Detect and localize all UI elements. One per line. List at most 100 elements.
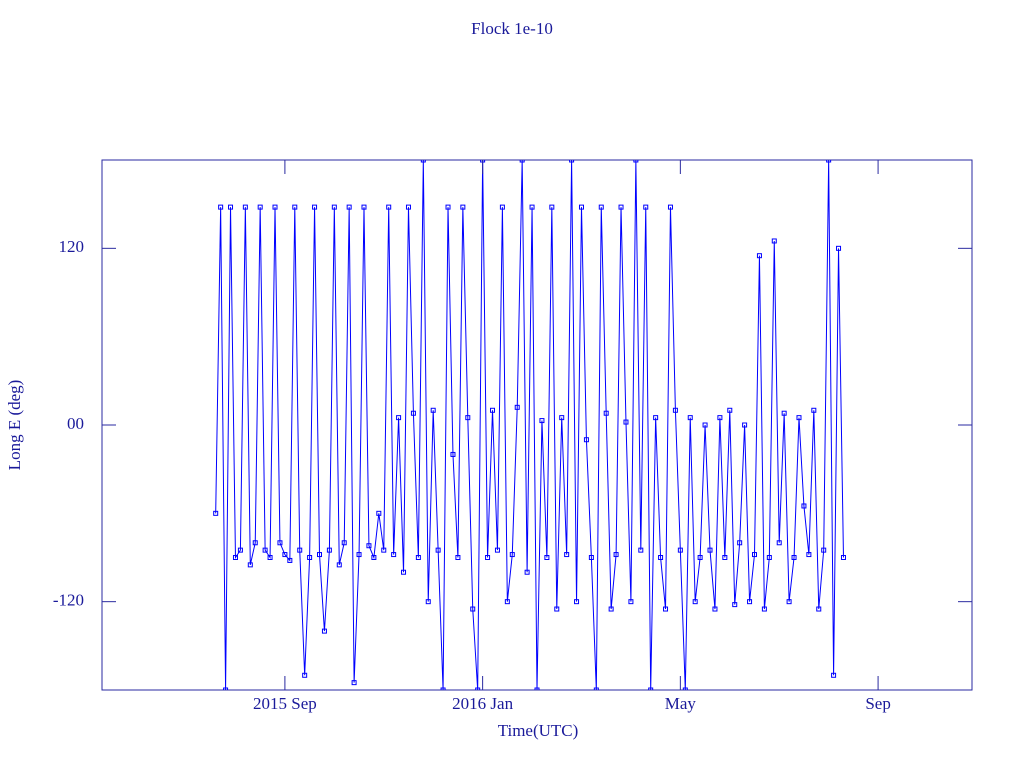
data-point — [317, 552, 322, 558]
data-point — [603, 410, 609, 416]
data-point — [593, 687, 599, 690]
data-point — [712, 606, 718, 612]
data-point — [509, 552, 515, 558]
data-point — [801, 503, 807, 509]
data-point — [391, 552, 397, 558]
data-point — [272, 204, 278, 210]
data-point — [475, 687, 481, 690]
data-point — [396, 415, 402, 421]
x-tick-label: 2015 Sep — [253, 694, 317, 713]
data-point — [351, 680, 357, 686]
data-point — [237, 547, 243, 553]
data-point — [836, 245, 842, 251]
data-point — [687, 415, 693, 421]
data-point — [247, 562, 253, 568]
data-point — [223, 687, 229, 690]
data-point — [514, 404, 520, 410]
data-point — [826, 160, 832, 163]
data-point — [742, 422, 748, 428]
data-point — [307, 555, 313, 560]
data-point — [425, 599, 431, 605]
data-point — [752, 552, 757, 558]
data-point — [756, 253, 762, 259]
data-point — [539, 418, 545, 424]
data-point — [766, 555, 772, 560]
data-point — [499, 204, 505, 210]
data-point — [312, 204, 318, 210]
data-point — [361, 204, 367, 210]
data-point — [287, 557, 293, 563]
data-point — [578, 204, 584, 210]
data-point — [504, 599, 510, 605]
data-point — [583, 437, 589, 443]
data-point — [554, 606, 560, 612]
data-point — [781, 410, 787, 416]
data-point — [663, 606, 669, 612]
data-point — [831, 672, 837, 678]
data-point — [445, 204, 451, 210]
data-point — [776, 540, 782, 546]
data-point — [707, 547, 713, 553]
data-point — [455, 555, 461, 560]
data-point — [277, 540, 283, 546]
data-point — [465, 415, 471, 421]
data-point — [435, 547, 441, 553]
data-point — [292, 204, 298, 210]
data-point — [672, 407, 678, 413]
data-point — [727, 407, 733, 413]
data-point — [460, 204, 466, 210]
data-point — [252, 540, 258, 546]
data-point — [232, 555, 238, 560]
data-line — [215, 160, 844, 690]
x-axis-label: Time(UTC) — [498, 721, 579, 740]
data-point — [682, 687, 688, 690]
plot-area — [213, 160, 846, 690]
data-point — [415, 555, 421, 560]
data-point — [574, 599, 580, 605]
x-tick-label: 2016 Jan — [452, 694, 513, 713]
data-point — [302, 672, 308, 678]
data-point — [796, 415, 802, 421]
data-point — [840, 555, 846, 560]
data-point — [366, 543, 372, 549]
data-point — [643, 204, 649, 210]
data-point — [405, 204, 411, 210]
y-tick-label: 00 — [67, 414, 84, 433]
data-point — [761, 606, 767, 612]
data-point — [470, 606, 476, 612]
data-point — [821, 547, 827, 553]
data-point — [564, 552, 570, 558]
data-point — [737, 540, 743, 546]
data-point — [262, 547, 268, 553]
data-point — [336, 562, 342, 568]
data-point — [341, 540, 347, 546]
data-point — [371, 555, 377, 560]
data-point — [806, 552, 812, 558]
data-point — [257, 204, 263, 210]
data-point — [702, 422, 708, 428]
data-point — [524, 569, 530, 575]
y-tick-label: 120 — [59, 237, 85, 256]
data-point — [588, 555, 594, 560]
data-point — [638, 547, 644, 553]
data-point — [519, 160, 525, 163]
data-point — [326, 547, 332, 553]
x-tick-label: Sep — [865, 694, 891, 713]
data-point — [346, 204, 352, 210]
data-point — [633, 160, 639, 163]
chart-title: Flock 1e-10 — [471, 19, 553, 38]
data-point — [420, 160, 426, 163]
data-point — [529, 204, 535, 210]
data-point — [401, 569, 407, 575]
data-point — [628, 599, 634, 605]
data-point — [811, 407, 817, 413]
data-point — [717, 415, 723, 421]
data-point — [747, 599, 753, 605]
data-point — [213, 510, 219, 516]
data-point — [598, 204, 604, 210]
data-point — [618, 204, 624, 210]
data-point — [816, 606, 822, 612]
data-point — [677, 547, 683, 553]
data-point — [722, 555, 728, 560]
